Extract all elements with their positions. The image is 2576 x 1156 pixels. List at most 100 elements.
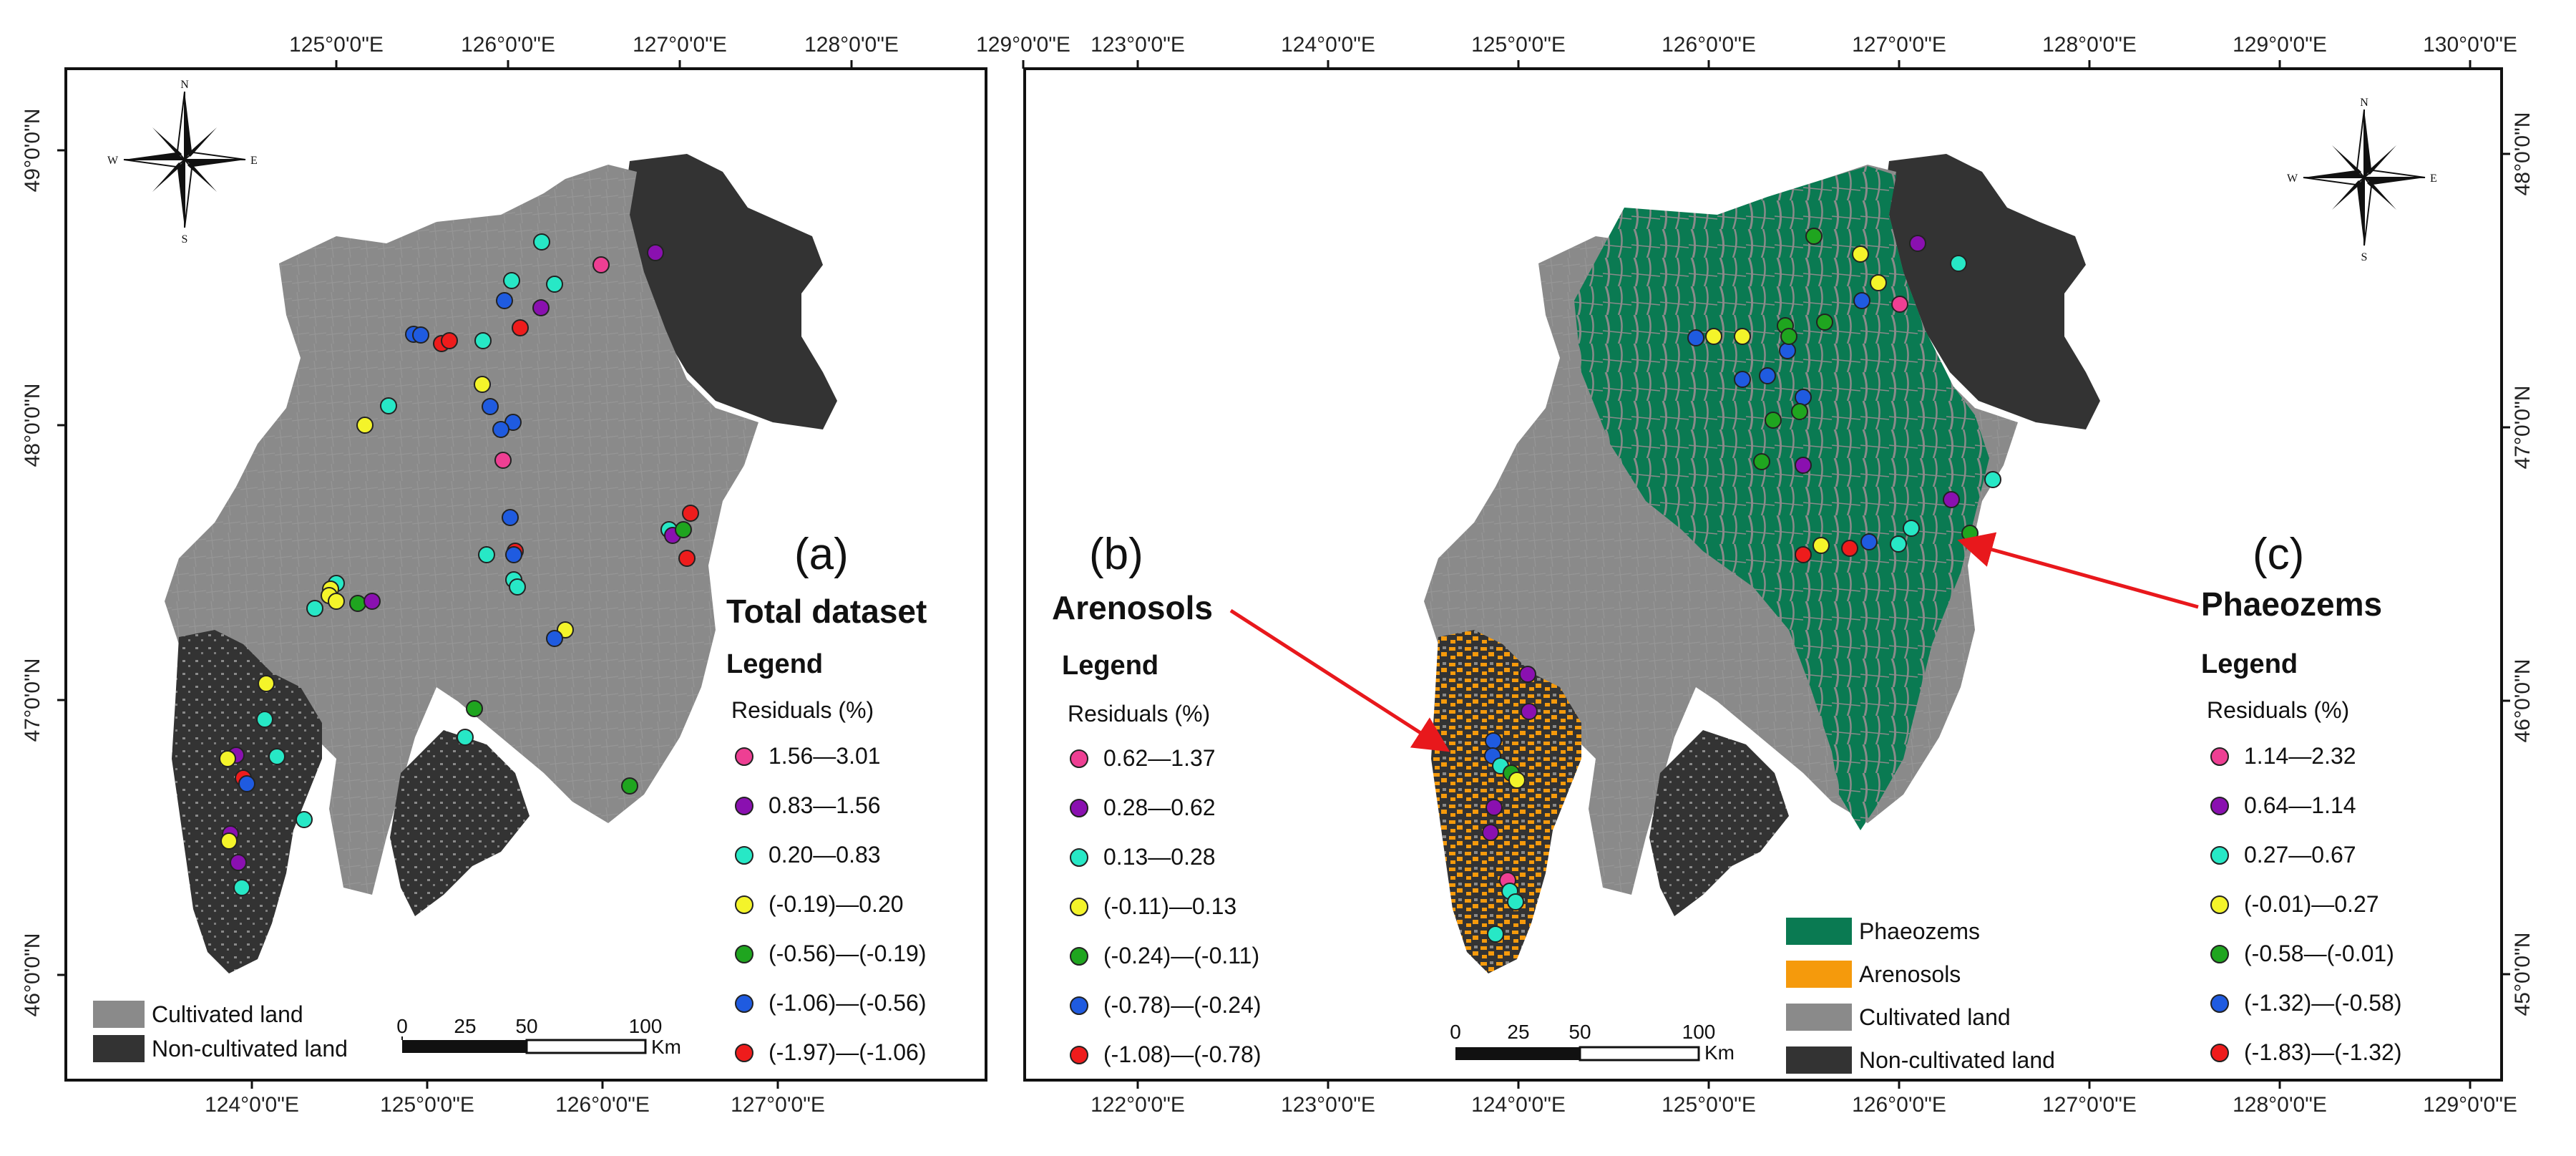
residual-point xyxy=(1759,367,1776,384)
tick-label: 124°0'0"E xyxy=(1281,33,1375,57)
legend-dot xyxy=(1070,799,1088,817)
legend-dot xyxy=(2210,895,2229,914)
left-scale-bar: 0 25 50 100 Km xyxy=(396,1015,681,1058)
legend-dot xyxy=(1070,848,1088,867)
tick-label: 128°0'0"E xyxy=(804,33,899,57)
tick-label: 127°0'0"E xyxy=(633,33,727,57)
residual-point xyxy=(1891,296,1908,313)
residual-point xyxy=(1950,255,1967,272)
residual-point xyxy=(532,299,550,316)
residual-point xyxy=(1805,228,1823,245)
residual-point xyxy=(1753,453,1770,470)
tick-label: 47°0'0"N xyxy=(21,659,44,742)
legend-dot xyxy=(2210,797,2229,815)
tick-label: 130°0'0"E xyxy=(2423,33,2517,57)
compass-n: N xyxy=(2360,97,2368,109)
residual-point xyxy=(1870,274,1887,291)
residual-point xyxy=(296,811,313,828)
residual-point xyxy=(268,748,286,765)
legend-label: 1.14—2.32 xyxy=(2244,743,2356,769)
residual-point xyxy=(1734,371,1751,388)
panel-c-letter: (c) xyxy=(2253,530,2304,579)
phaeozems-swatch xyxy=(1786,918,1852,945)
residual-point xyxy=(512,319,529,336)
left-scale-50: 50 xyxy=(515,1015,537,1037)
residual-point xyxy=(306,600,323,617)
compass-n: N xyxy=(180,79,189,91)
left-noncultivated-label: Non-cultivated land xyxy=(152,1036,348,1062)
tick-label: 126°0'0"E xyxy=(461,33,555,57)
right-arenosols-region xyxy=(1431,630,1581,973)
residual-point xyxy=(502,509,519,526)
legend-dot xyxy=(735,994,753,1013)
residual-point xyxy=(1487,926,1504,943)
legend-dot xyxy=(1070,1046,1088,1064)
residual-point xyxy=(478,546,495,563)
tick-label: 128°0'0"E xyxy=(2233,1093,2327,1117)
residual-point xyxy=(1507,893,1524,910)
legend-label: (-0.01)—0.27 xyxy=(2244,891,2379,917)
left-compass: N S E W xyxy=(107,79,258,246)
left-scale-100: 100 xyxy=(629,1015,663,1037)
phaeozems-label: Phaeozems xyxy=(1859,918,1980,944)
noncultivated-label: Non-cultivated land xyxy=(1859,1047,2055,1073)
tick-label: 129°0'0"E xyxy=(2233,33,2327,57)
tick-label: 48°0'0"N xyxy=(2511,112,2534,196)
right-compass: N S E W xyxy=(2287,97,2437,263)
tick-label: 47°0'0"N xyxy=(2511,386,2534,470)
residual-point xyxy=(675,521,692,538)
residual-point xyxy=(474,332,492,349)
left-map: N S E W (a) Total dataset Legend Residua… xyxy=(21,33,1070,1117)
right-dark-northeast xyxy=(1882,154,2100,429)
residual-point xyxy=(457,729,474,746)
tick-label: 122°0'0"E xyxy=(1091,1093,1185,1117)
left-scale-25: 25 xyxy=(454,1015,476,1037)
legend-dot xyxy=(735,1044,753,1062)
right-phaeozems-region xyxy=(1574,166,1989,830)
residual-point xyxy=(1853,292,1870,309)
residual-point xyxy=(1791,403,1808,420)
tick-label: 46°0'0"N xyxy=(21,933,44,1017)
legend-dot xyxy=(735,846,753,865)
residual-point xyxy=(678,550,696,567)
panel-a-title: Total dataset xyxy=(726,593,927,630)
residual-point xyxy=(1508,772,1526,789)
residual-point xyxy=(647,244,664,261)
residual-point xyxy=(1521,703,1538,720)
legend-dot xyxy=(735,747,753,766)
residual-point xyxy=(380,397,397,414)
residual-point xyxy=(546,276,563,293)
residual-point xyxy=(356,417,374,434)
arenosols-swatch xyxy=(1786,961,1852,988)
left-cultivated-swatch xyxy=(93,1001,145,1028)
tick-label: 126°0'0"E xyxy=(1662,33,1756,57)
left-legend-items: 1.56—3.01 0.83—1.56 0.20—0.83 (-0.19)—0.20 (… xyxy=(735,743,927,1065)
residual-point xyxy=(1795,457,1812,474)
residual-point xyxy=(505,546,522,563)
noncultivated-swatch xyxy=(1786,1046,1852,1074)
legend-label: (-0.58—(-0.01) xyxy=(2244,941,2394,966)
residual-point xyxy=(220,832,238,850)
tick-label: 48°0'0"N xyxy=(21,384,44,467)
right-scale-0: 0 xyxy=(1450,1021,1461,1043)
residual-point xyxy=(509,578,526,596)
left-dark-south xyxy=(390,730,530,916)
right-scale-unit: Km xyxy=(1704,1041,1735,1064)
legend-dot xyxy=(1070,898,1088,916)
left-cultivated-label: Cultivated land xyxy=(152,1001,303,1027)
right-bottom-ticks: 122°0'0"E 123°0'0"E 124°0'0"E 125°0'0"E 126°… xyxy=(1091,1080,2517,1117)
legend-c-items: 1.14—2.32 0.64—1.14 0.27—0.67 (-0.01)—0.27 (… xyxy=(2210,743,2402,1065)
residual-point xyxy=(1795,389,1812,406)
residual-point xyxy=(441,332,458,349)
cultivated-swatch xyxy=(1786,1004,1852,1031)
residual-point xyxy=(1961,525,1979,542)
right-map: N S E W (b) Arenosols Legend Residuals (… xyxy=(1023,33,2534,1117)
residual-point xyxy=(238,775,255,792)
legend-dot xyxy=(1070,947,1088,966)
residual-point xyxy=(682,505,699,522)
compass-s: S xyxy=(182,233,188,246)
tick-label: 45°0'0"N xyxy=(2511,933,2534,1016)
residual-point xyxy=(1841,540,1858,557)
residual-point xyxy=(256,711,273,728)
phaeozems-arrow xyxy=(1957,532,2199,609)
